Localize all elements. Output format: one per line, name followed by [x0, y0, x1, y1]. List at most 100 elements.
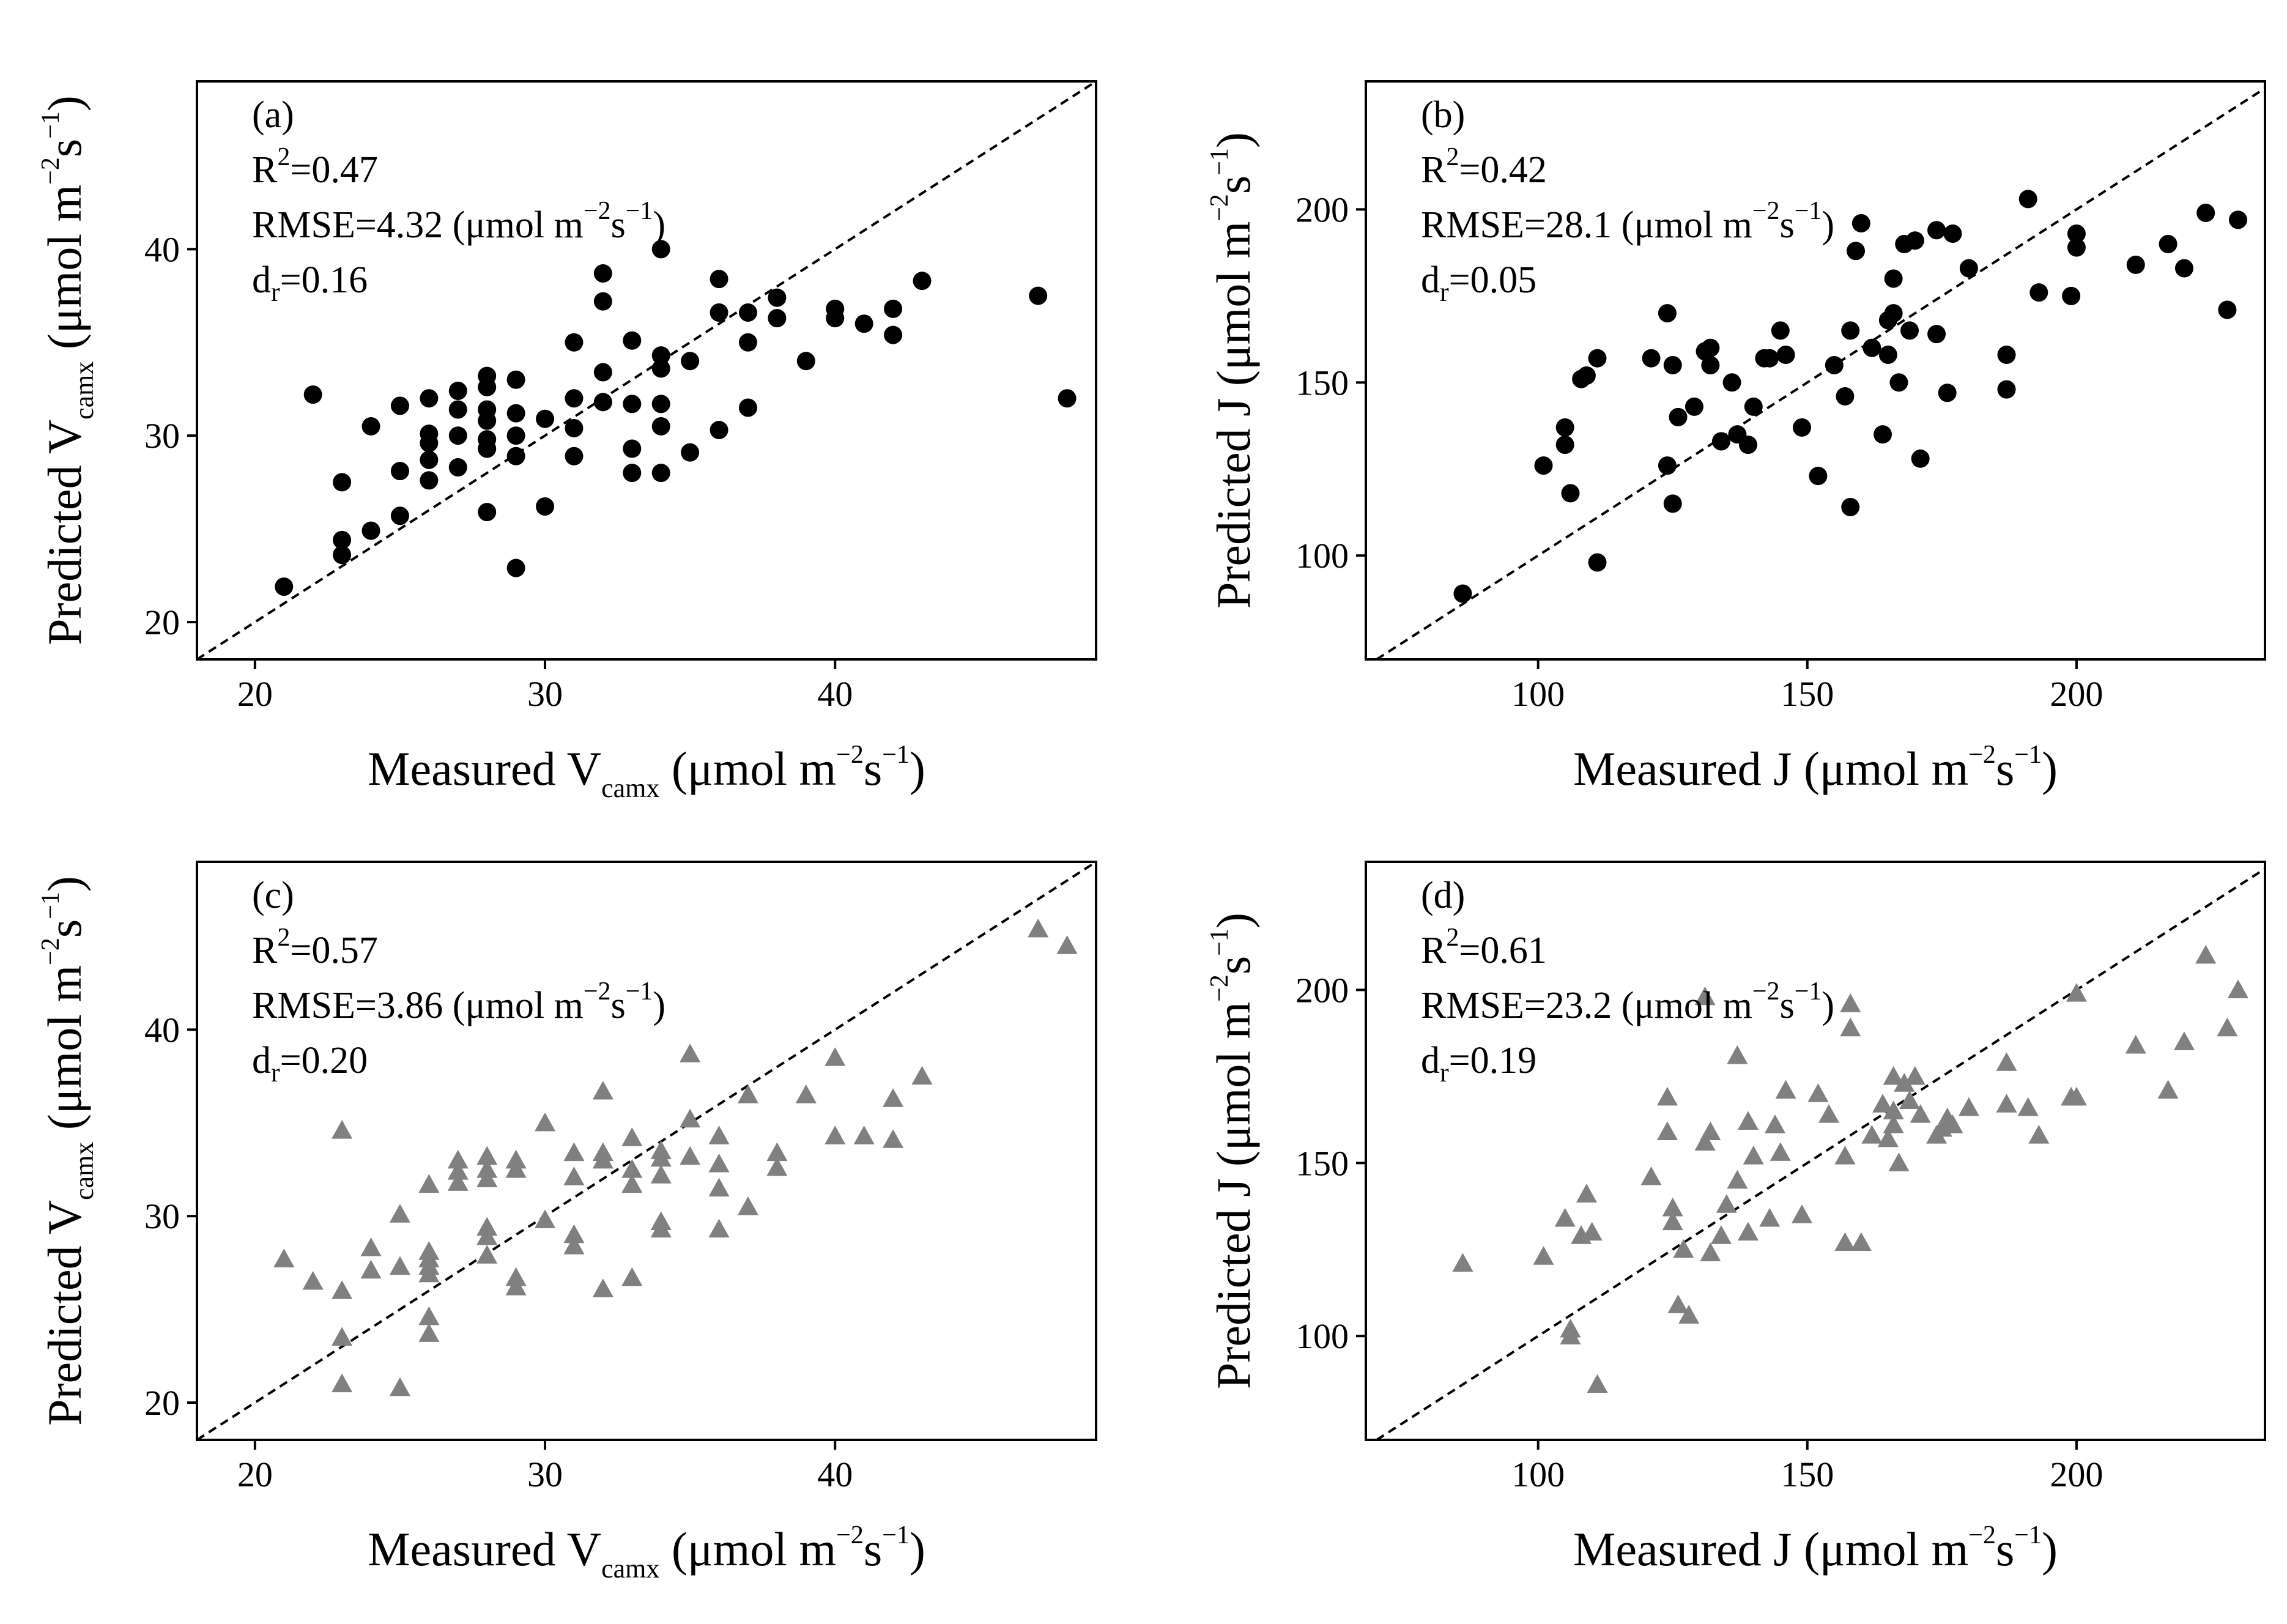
rmse-exp1: −2: [584, 197, 611, 225]
x-tick-label: 200: [2050, 674, 2103, 714]
data-point: [2125, 1034, 2146, 1054]
data-point: [766, 1157, 788, 1176]
x-tick-label: 100: [1511, 674, 1565, 714]
data-point: [2067, 238, 2086, 257]
data-point: [418, 1174, 440, 1193]
rmse-exp2: −1: [1795, 977, 1822, 1006]
x-axis-exp2: −1: [882, 741, 910, 769]
rmse-s: s: [611, 204, 626, 246]
data-point: [1663, 356, 1682, 375]
dr-annotation: dr=0.19: [1421, 1040, 1536, 1088]
data-point: [476, 1168, 498, 1187]
data-point: [593, 264, 612, 283]
data-point: [2173, 1031, 2195, 1050]
x-axis-exp1: −2: [1968, 741, 1996, 769]
r2-annotation: R2=0.47: [252, 143, 378, 191]
data-point: [2217, 1017, 2238, 1037]
data-point: [1667, 1294, 1689, 1313]
data-point: [1775, 1080, 1796, 1099]
data-point: [506, 426, 525, 445]
rmse-s: s: [611, 985, 626, 1026]
data-point: [448, 382, 467, 401]
dr-value: =0.19: [1449, 1040, 1536, 1081]
data-point: [2066, 983, 2087, 1002]
data-point: [854, 314, 873, 333]
data-point: [651, 417, 670, 436]
data-point: [447, 1149, 469, 1169]
r2-annotation: R2=0.57: [252, 924, 378, 971]
dr-subscript: r: [1440, 277, 1449, 307]
y-tick-label: 200: [1295, 190, 1349, 229]
data-point: [1577, 366, 1596, 385]
y-axis-s: s: [1207, 956, 1260, 974]
data-point: [506, 370, 525, 389]
data-point: [650, 1148, 672, 1167]
data-point: [738, 333, 757, 352]
rmse-exp1: −2: [1752, 977, 1780, 1006]
data-point: [333, 473, 352, 492]
data-point: [1836, 387, 1855, 406]
x-axis-s: s: [1996, 742, 2014, 795]
data-point: [1943, 224, 1962, 243]
y-axis-exp2: −1: [37, 892, 65, 919]
dr-subscript: r: [1440, 1058, 1449, 1088]
rmse-exp1: −2: [584, 977, 611, 1006]
y-tick-label: 150: [1295, 1143, 1349, 1183]
x-axis-exp1: −2: [1968, 1521, 1996, 1549]
r2-annotation: R2=0.42: [1421, 143, 1547, 191]
data-point: [1658, 304, 1677, 323]
x-axis-label: Measured J (μmol m−2s−1): [1573, 1521, 2058, 1576]
data-point: [1771, 321, 1790, 340]
data-point: [536, 497, 555, 516]
data-point: [360, 1237, 382, 1256]
data-point: [420, 471, 439, 490]
data-point: [1883, 1066, 1904, 1085]
panel-label: (b): [1421, 94, 1465, 136]
data-point: [420, 450, 439, 469]
data-point: [1554, 1207, 1576, 1227]
data-point: [883, 1088, 904, 1107]
data-point: [1861, 1125, 1883, 1144]
dr-value: =0.20: [280, 1040, 368, 1081]
x-axis-label-unit: (μmol m: [659, 1522, 836, 1576]
data-point: [651, 240, 670, 259]
rmse-close: ): [1822, 985, 1834, 1026]
data-point: [1711, 432, 1730, 451]
data-point: [1884, 304, 1903, 323]
x-axis-label-main: Measured V: [368, 1522, 601, 1576]
y-tick-label: 40: [144, 1010, 180, 1050]
data-point: [1910, 1104, 1931, 1123]
rmse-annotation: RMSE=23.2 (μmol m−2s−1): [1421, 977, 1834, 1026]
y-tick-label: 150: [1295, 363, 1349, 402]
r2-value: =0.61: [1459, 930, 1546, 971]
y-axis-s: s: [38, 919, 91, 938]
data-point: [2067, 224, 2086, 243]
data-point: [1878, 346, 1897, 365]
data-point: [390, 506, 409, 525]
data-point: [2227, 979, 2248, 998]
data-point: [651, 395, 670, 413]
data-point: [535, 1209, 556, 1228]
y-tick-label: 100: [1295, 536, 1349, 576]
y-axis-exp2: −1: [1206, 929, 1234, 956]
data-point: [563, 1166, 585, 1185]
data-point: [1663, 494, 1682, 513]
data-point: [825, 1125, 846, 1144]
x-axis-exp1: −2: [836, 741, 864, 769]
data-point: [332, 1327, 353, 1346]
data-point: [332, 1280, 353, 1299]
data-point: [2174, 259, 2193, 278]
rmse-close: ): [653, 985, 665, 1026]
data-point: [2157, 1080, 2179, 1099]
data-point: [1841, 498, 1860, 517]
x-tick-label: 200: [2050, 1455, 2103, 1494]
x-axis-label: Measured Vcamx (μmol m−2s−1): [368, 741, 925, 803]
rmse-annotation: RMSE=4.32 (μmol m−2s−1): [252, 197, 665, 246]
data-point: [448, 426, 467, 445]
x-axis-close: ): [910, 1522, 925, 1576]
r2-superscript: 2: [1446, 924, 1459, 952]
data-point: [621, 1174, 643, 1193]
data-point: [1533, 1246, 1554, 1265]
data-point: [623, 439, 642, 458]
data-point: [1834, 1145, 1856, 1165]
